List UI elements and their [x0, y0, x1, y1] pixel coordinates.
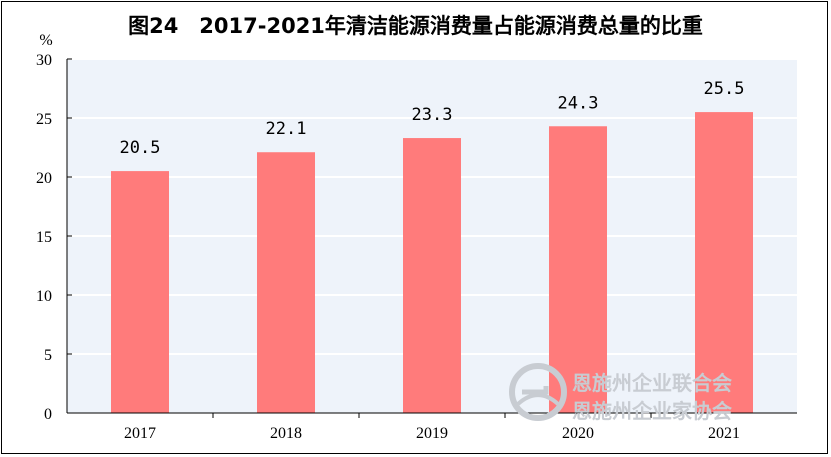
watermark-line2: 恩施州企业家协会 [572, 399, 732, 423]
bar-label-2020: 24.3 [558, 93, 599, 113]
bar-2019 [403, 138, 461, 413]
bar-label-2019: 23.3 [412, 105, 453, 125]
bar-2018 [257, 152, 315, 413]
logo-circle-icon [509, 363, 567, 421]
watermark-line1: 恩施州企业联合会 [572, 371, 732, 395]
bar-2017 [111, 171, 169, 413]
chart-title: 图24 2017-2021年清洁能源消费量占能源消费总量的比重 [128, 14, 703, 38]
bar-label-2021: 25.5 [704, 79, 745, 99]
x-tick-label-2017: 2017 [124, 425, 156, 442]
bar-2020 [549, 126, 607, 413]
y-tick-label: 10 [36, 288, 52, 305]
bars [111, 112, 753, 413]
watermark: 恩施州企业联合会 恩施州企业家协会 [509, 363, 732, 423]
y-tick-label: 0 [44, 406, 52, 423]
y-tick-label: 15 [36, 229, 52, 246]
x-axis-ticks: 2017 2018 2019 2020 2021 [124, 413, 740, 442]
x-tick-label-2021: 2021 [708, 425, 740, 442]
bar-2021 [695, 112, 753, 413]
x-tick-label-2018: 2018 [270, 425, 302, 442]
y-tick-label: 20 [36, 170, 52, 187]
y-tick-label: 5 [44, 347, 52, 364]
y-tick-label: 25 [36, 111, 52, 128]
bar-label-2018: 22.1 [266, 119, 307, 139]
y-axis-unit: % [39, 32, 52, 49]
bar-data-labels: 20.5 22.1 23.3 24.3 25.5 [120, 79, 745, 158]
y-axis-ticks: 0 5 10 15 20 25 30 [36, 52, 72, 423]
y-tick-label: 30 [36, 52, 52, 69]
x-tick-label-2020: 2020 [562, 425, 594, 442]
x-tick-label-2019: 2019 [416, 425, 448, 442]
bar-label-2017: 20.5 [120, 138, 161, 158]
